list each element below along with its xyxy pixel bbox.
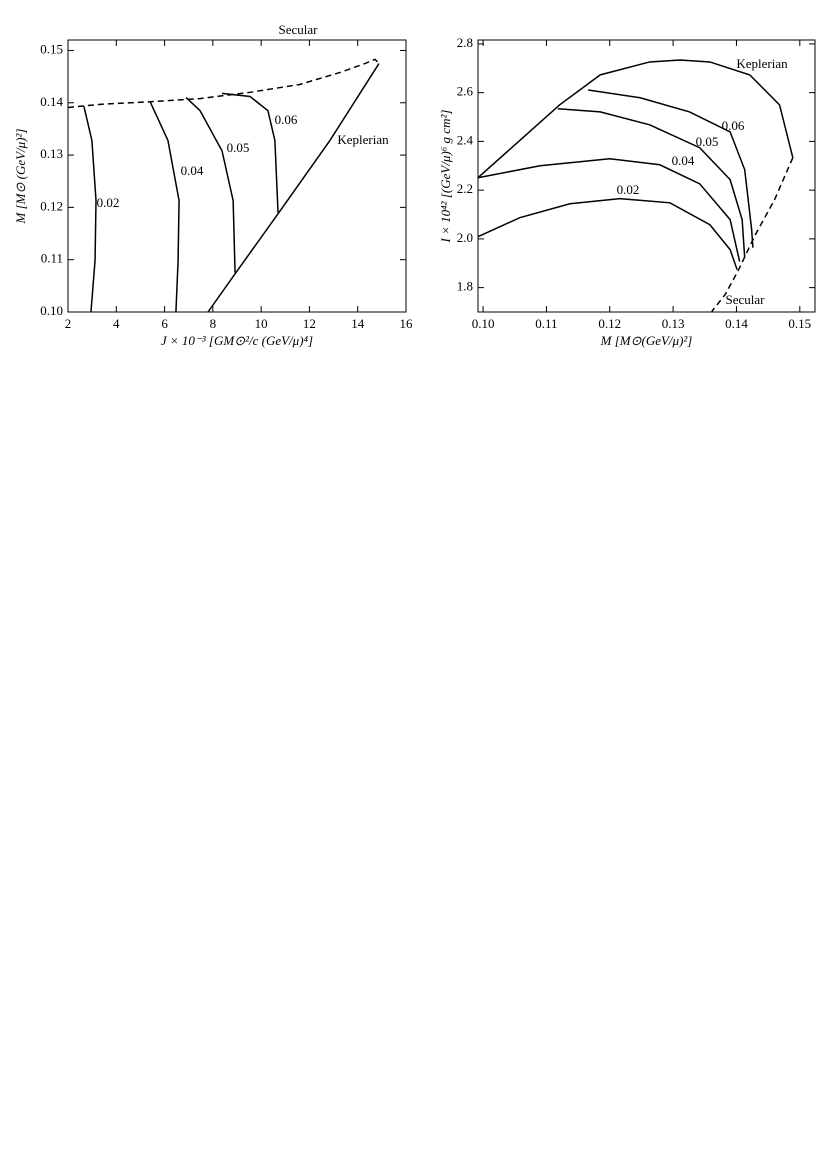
y-tick-label: 0.10 <box>40 303 63 318</box>
curve-label: Keplerian <box>337 132 389 147</box>
plot-frame <box>477 39 816 313</box>
y-tick-label: 0.14 <box>40 94 63 109</box>
y-axis-label: I × 10⁴² [(GeV/μ)⁶ g cm²] <box>438 110 453 244</box>
curve <box>477 59 794 179</box>
y-tick-label: 0.12 <box>40 198 63 213</box>
y-tick-label: 0.11 <box>41 251 63 266</box>
curve-label: Secular <box>726 292 766 307</box>
x-tick-label: 8 <box>210 316 217 331</box>
x-tick-label: 0.14 <box>725 316 748 331</box>
plot-frame <box>67 39 407 313</box>
y-tick-label: 1.8 <box>457 279 473 294</box>
curve <box>557 107 746 258</box>
x-tick-label: 6 <box>161 316 168 331</box>
y-axis-label: M [M⊙ (GeV/μ)²] <box>13 129 28 225</box>
x-tick-label: 10 <box>255 316 268 331</box>
y-tick-label: 0.15 <box>40 41 63 56</box>
curve-label: Secular <box>279 22 319 37</box>
y-tick-label: 2.8 <box>457 35 473 50</box>
curve <box>149 101 180 313</box>
curve-label: 0.02 <box>97 195 120 210</box>
curve-label: 0.02 <box>617 182 640 197</box>
y-tick-label: 2.0 <box>457 230 473 245</box>
curve-label: 0.04 <box>181 163 204 178</box>
x-tick-label: 4 <box>113 316 120 331</box>
x-tick-label: 0.11 <box>535 316 557 331</box>
curve <box>221 92 279 213</box>
x-tick-label: 0.15 <box>788 316 811 331</box>
curve <box>185 96 236 273</box>
curve-label: 0.05 <box>696 134 719 149</box>
curve-label: 0.06 <box>722 118 745 133</box>
curve-label: Keplerian <box>736 56 788 71</box>
x-tick-label: 0.13 <box>662 316 685 331</box>
x-axis-label: M [M⊙(GeV/μ)²] <box>600 333 693 348</box>
curve-label: 0.05 <box>227 140 250 155</box>
x-tick-label: 12 <box>303 316 316 331</box>
curve-label: 0.04 <box>672 153 695 168</box>
x-tick-label: 16 <box>400 316 414 331</box>
y-tick-label: 2.4 <box>457 132 474 147</box>
curve <box>83 106 97 313</box>
y-tick-label: 2.2 <box>457 181 473 196</box>
x-tick-label: 0.10 <box>472 316 495 331</box>
x-tick-label: 14 <box>351 316 365 331</box>
y-tick-label: 2.6 <box>457 84 474 99</box>
x-tick-label: 2 <box>65 316 72 331</box>
curve-label: 0.06 <box>275 112 298 127</box>
y-tick-label: 0.13 <box>40 146 63 161</box>
x-tick-label: 0.12 <box>598 316 621 331</box>
x-axis-label: J × 10⁻³ [GM⊙²/c (GeV/μ)⁴] <box>161 333 313 348</box>
curve <box>67 58 380 109</box>
curve <box>477 197 738 270</box>
curve <box>207 63 380 313</box>
curve <box>477 157 741 262</box>
curve <box>588 89 754 248</box>
